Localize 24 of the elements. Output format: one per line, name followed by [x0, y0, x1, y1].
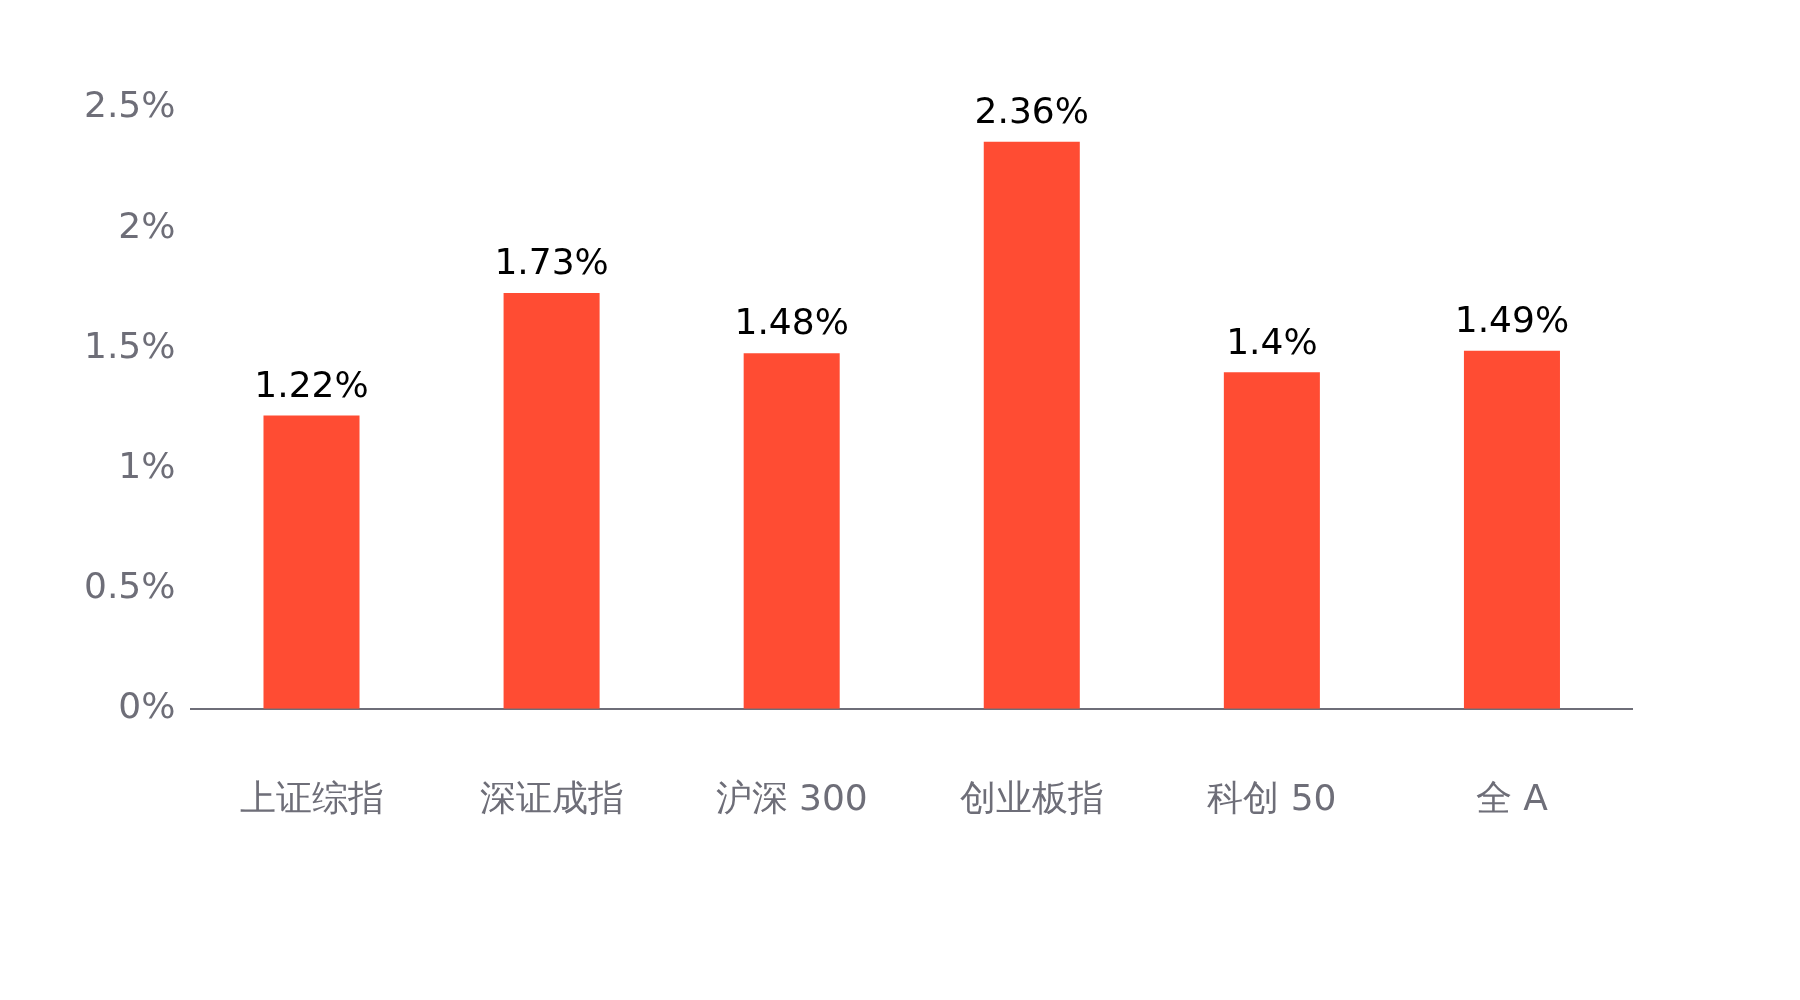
y-tick-label: 1%: [118, 444, 176, 486]
y-tick-label: 0.5%: [83, 565, 176, 606]
data-label: 1.49%: [1454, 299, 1570, 341]
bar: [983, 141, 1080, 709]
y-tick-label: 0%: [118, 685, 176, 727]
x-tick-label: 深证成指: [479, 776, 624, 818]
data-label: 1.48%: [734, 301, 849, 343]
data-label: 1.4%: [1226, 320, 1318, 362]
bar: [1463, 350, 1560, 709]
y-tick-label: 1.5%: [83, 324, 176, 366]
x-tick-label: 全 A: [1475, 776, 1549, 818]
data-label: 2.36%: [974, 90, 1089, 131]
x-tick-label: 科创 50: [1207, 776, 1337, 818]
y-tick-label: 2.5%: [83, 84, 176, 126]
data-label: 1.73%: [494, 241, 609, 283]
bar: [1223, 372, 1320, 709]
bar: [503, 293, 600, 709]
bar: [743, 353, 840, 709]
x-tick-label: 上证综指: [239, 776, 384, 818]
x-tick-label: 沪深 300: [715, 776, 868, 818]
bar: [263, 415, 360, 709]
data-label: 1.22%: [254, 363, 369, 405]
x-tick-label: 创业板指: [959, 776, 1104, 818]
y-tick-label: 2%: [118, 204, 176, 246]
